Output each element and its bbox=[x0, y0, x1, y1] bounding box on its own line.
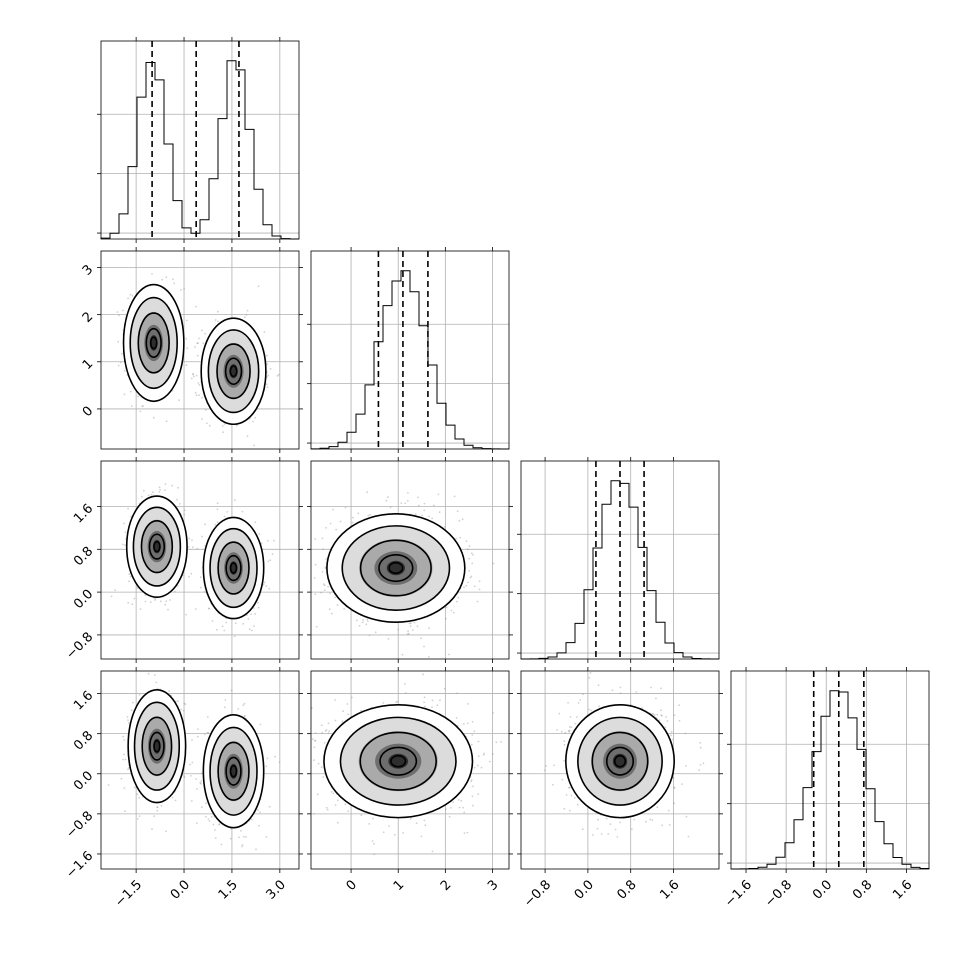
axes-frame bbox=[310, 670, 510, 870]
contour-line bbox=[341, 525, 451, 611]
x-tick-label: 0.0 bbox=[572, 877, 597, 902]
contour-line bbox=[605, 746, 635, 776]
contour-line bbox=[140, 519, 174, 574]
contour-line bbox=[323, 704, 474, 819]
x-tick-label: 1.5 bbox=[216, 877, 241, 902]
scatter-panel-2-1 bbox=[97, 247, 303, 453]
x-tick-label: 0.8 bbox=[615, 877, 640, 902]
axes-frame bbox=[730, 670, 930, 870]
x-tick-label: 0.8 bbox=[850, 877, 875, 902]
contour-line bbox=[565, 704, 675, 819]
axes-frame bbox=[310, 250, 510, 450]
scatter-panel-3-2 bbox=[307, 457, 513, 663]
contour-line bbox=[145, 327, 162, 358]
contour-line bbox=[229, 562, 238, 574]
y-tick-label: 0.8 bbox=[71, 544, 96, 569]
y-tick-label: 1 bbox=[80, 356, 96, 372]
contour-line bbox=[127, 688, 187, 804]
contour-line bbox=[359, 731, 437, 791]
x-tick-label: 1 bbox=[391, 877, 407, 893]
scatter-panel-4-1 bbox=[97, 667, 303, 873]
contour-line bbox=[613, 754, 627, 768]
contour-line bbox=[577, 716, 663, 806]
contour-line bbox=[339, 716, 457, 806]
contour-line bbox=[209, 527, 258, 609]
contour-line bbox=[141, 716, 173, 776]
x-tick-label: 1.6 bbox=[890, 877, 915, 902]
scatter-panel-4-3 bbox=[517, 667, 723, 873]
x-tick-label: 3.0 bbox=[264, 877, 289, 902]
x-tick-label: 2 bbox=[438, 877, 454, 893]
axes-frame bbox=[100, 460, 300, 660]
contour-line bbox=[149, 731, 165, 761]
scatter-panel-4-2 bbox=[307, 667, 513, 873]
contour-line bbox=[379, 746, 418, 776]
axes-frame bbox=[520, 670, 720, 870]
contour-line bbox=[153, 540, 161, 553]
contour-line bbox=[224, 357, 243, 385]
histogram-panel-1 bbox=[97, 37, 300, 243]
y-tick-label: 0.8 bbox=[71, 728, 96, 753]
contour-line bbox=[229, 365, 238, 378]
contour-line bbox=[217, 541, 250, 595]
contour-line bbox=[225, 554, 242, 582]
contour-line bbox=[216, 343, 251, 400]
axes-frame bbox=[100, 250, 300, 450]
histogram-step bbox=[100, 60, 300, 240]
histogram-panel-2 bbox=[307, 247, 510, 453]
contour-line bbox=[326, 513, 466, 624]
axes-frame bbox=[100, 40, 300, 240]
x-tick-label: −0.8 bbox=[521, 877, 554, 910]
x-tick-label: 1.6 bbox=[657, 877, 682, 902]
y-tick-label: 1.6 bbox=[71, 501, 96, 526]
contour-line bbox=[388, 561, 404, 575]
x-tick-label: −0.8 bbox=[762, 877, 795, 910]
contour-line bbox=[132, 506, 182, 587]
contour-line bbox=[225, 756, 242, 786]
histogram-step bbox=[730, 690, 930, 870]
scatter-panel-3-1 bbox=[97, 457, 303, 663]
y-tick-label: 0.0 bbox=[71, 587, 96, 612]
contour-line bbox=[149, 336, 158, 350]
x-tick-label: 0 bbox=[344, 877, 360, 893]
contour-line bbox=[209, 726, 258, 816]
contour-line bbox=[202, 714, 265, 829]
contour-line bbox=[148, 533, 166, 560]
contour-line bbox=[137, 312, 170, 374]
y-tick-label: 2 bbox=[80, 309, 96, 325]
contour-line bbox=[200, 317, 267, 426]
contour-line bbox=[125, 495, 188, 598]
contour-line bbox=[390, 754, 407, 768]
y-tick-label: −1.6 bbox=[63, 849, 96, 882]
contour-line bbox=[378, 553, 414, 583]
contour-line bbox=[217, 741, 250, 801]
y-tick-label: 0.0 bbox=[71, 768, 96, 793]
contour-line bbox=[207, 329, 260, 414]
histogram-step bbox=[310, 270, 510, 450]
axes-frame bbox=[520, 460, 720, 660]
contour-line bbox=[153, 739, 161, 753]
contour-line bbox=[122, 283, 185, 403]
contour-line bbox=[591, 731, 649, 791]
histogram-panel-4 bbox=[727, 667, 930, 873]
x-tick-label: 3 bbox=[485, 877, 501, 893]
contour-line bbox=[229, 764, 238, 778]
x-tick-label: −1.6 bbox=[722, 877, 755, 910]
contour-line bbox=[359, 539, 432, 597]
x-tick-label: −1.5 bbox=[112, 877, 145, 910]
y-tick-label: 0 bbox=[80, 404, 96, 420]
contour-line bbox=[202, 516, 265, 620]
x-tick-label: 0.0 bbox=[810, 877, 835, 902]
x-tick-label: 0.0 bbox=[168, 877, 193, 902]
histogram-panel-3 bbox=[517, 457, 720, 663]
contour-line bbox=[129, 296, 178, 390]
y-tick-label: 1.6 bbox=[71, 688, 96, 713]
axes-frame bbox=[100, 670, 300, 870]
y-tick-label: 3 bbox=[80, 262, 96, 278]
y-tick-label: −0.8 bbox=[63, 809, 96, 842]
y-tick-label: −0.8 bbox=[63, 630, 96, 663]
contour-line bbox=[133, 701, 181, 791]
axes-frame bbox=[310, 460, 510, 660]
